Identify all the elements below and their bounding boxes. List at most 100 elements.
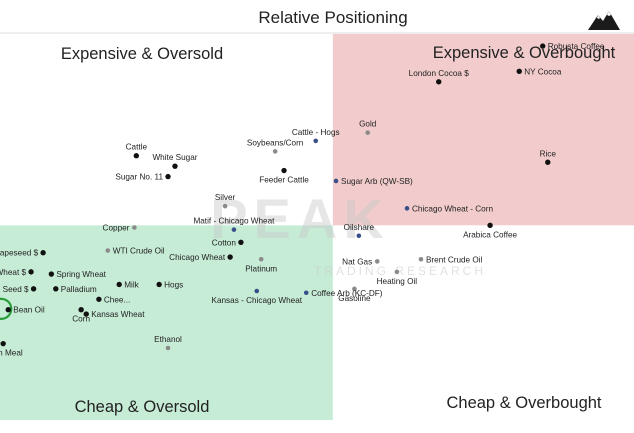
point-label-chicago-wheat: Chicago Wheat: [169, 253, 226, 262]
point-label-heating-oil: Heating Oil: [377, 277, 418, 286]
point-milk: Milk: [116, 280, 140, 289]
point-label-bean-meal: Bean Meal: [0, 349, 23, 358]
point-label-feeder-cattle: Feeder Cattle: [259, 176, 309, 185]
point-label-kansas-chicago-wheat: Kansas - Chicago Wheat: [211, 296, 302, 305]
point-marker-bean-oil: [5, 307, 11, 313]
point-spring-wheat: Spring Wheat: [48, 270, 107, 279]
point-marker-white-sugar: [172, 163, 178, 169]
point-marker-ethanol: [165, 345, 171, 351]
point-robusta-coffee: Robusta Coffee: [540, 42, 605, 51]
point-label-sugar-arb-qw-sb: Sugar Arb (QW-SB): [341, 177, 413, 186]
point-sugar-arb-qw-sb: Sugar Arb (QW-SB): [333, 177, 413, 186]
point-label-kansas-wheat: Kansas Wheat: [91, 310, 145, 319]
point-marker-chicago-wheat: [227, 254, 233, 260]
point-label-london-cocoa: London Cocoa $: [409, 69, 470, 78]
point-label-chee: Chee...: [104, 295, 130, 304]
point-matif-chicago-wheat: Matif - Chicago Wheat: [193, 217, 275, 232]
point-marker-soybeans-corn: [272, 149, 278, 154]
chart-title: Relative Positioning: [258, 8, 407, 27]
point-arabica-coffee: Arabica Coffee: [463, 222, 518, 239]
point-label-platinum: Platinum: [245, 264, 277, 273]
point-marker-sugar-arb-qw-sb: [333, 178, 339, 184]
point-label-copper: Copper: [103, 224, 130, 233]
quadrant-label-cheap-overbought: Cheap & Overbought: [446, 394, 601, 412]
quadrant-label-cheap-oversold: Cheap & Oversold: [75, 398, 210, 416]
point-label-seed: Seed $: [3, 285, 29, 294]
point-platinum: Platinum: [245, 256, 277, 273]
point-label-white-sugar: White Sugar: [152, 153, 197, 162]
point-gasoline: Gasoline: [338, 286, 371, 303]
point-marker-cotton: [238, 239, 244, 245]
point-kansas-wheat: Kansas Wheat: [83, 310, 145, 319]
point-rapeseed: Rapeseed $: [0, 249, 46, 258]
point-marker-feeder-cattle: [281, 167, 287, 174]
point-marker-wheat: [28, 269, 34, 275]
point-marker-platinum: [258, 256, 264, 262]
point-cattle: Cattle: [126, 143, 148, 159]
point-label-corn: Corn: [72, 315, 90, 324]
point-sugar-no-11: Sugar No. 11: [115, 173, 171, 182]
quadrant-label-expensive-overbought: Expensive & Overbought: [433, 44, 616, 62]
point-chee: Chee...: [96, 295, 130, 304]
point-label-hogs: Hogs: [164, 280, 183, 289]
point-nat-gas: Nat Gas: [342, 257, 380, 266]
watermark-logo-text: PEAK: [210, 187, 390, 250]
point-cotton: Cotton: [212, 238, 244, 247]
point-kansas-chicago-wheat: Kansas - Chicago Wheat: [211, 288, 303, 305]
point-marker-chicago-wheat-corn: [404, 206, 410, 211]
point-label-nat-gas: Nat Gas: [342, 257, 372, 266]
point-label-spring-wheat: Spring Wheat: [56, 270, 106, 279]
point-marker-rapeseed: [40, 250, 46, 256]
point-label-cattle: Cattle: [126, 143, 148, 152]
point-label-rapeseed: Rapeseed $: [0, 249, 39, 258]
point-copper: Copper: [103, 224, 137, 233]
point-label-milk: Milk: [124, 280, 139, 289]
point-marker-ny-cocoa: [516, 68, 522, 75]
point-label-gold: Gold: [359, 120, 377, 129]
point-gold: Gold: [359, 120, 377, 135]
point-ethanol: Ethanol: [154, 335, 182, 351]
point-brent-crude-oil: Brent Crude Oil: [418, 255, 483, 264]
point-marker-brent-crude-oil: [418, 256, 424, 262]
point-wheat: Wheat $: [0, 268, 34, 277]
point-rice: Rice: [540, 149, 557, 165]
point-label-robusta-coffee: Robusta Coffee: [548, 42, 605, 51]
point-ny-cocoa: NY Cocoa: [516, 67, 562, 76]
point-silver: Silver: [215, 193, 236, 209]
point-marker-gold: [365, 130, 371, 135]
point-soybeans-corn: Soybeans/Corn: [247, 138, 304, 154]
point-marker-palladium: [53, 286, 59, 292]
point-label-ethanol: Ethanol: [154, 335, 182, 344]
point-label-silver: Silver: [215, 193, 236, 202]
point-marker-milk: [116, 281, 122, 288]
point-cattle-hogs: Cattle - Hogs: [292, 128, 340, 144]
point-label-brent-crude-oil: Brent Crude Oil: [426, 255, 483, 264]
point-label-bean-oil: Bean Oil: [13, 306, 45, 315]
point-marker-heating-oil: [394, 269, 400, 275]
point-marker-rice: [545, 159, 551, 165]
point-label-gasoline: Gasoline: [338, 294, 371, 303]
point-marker-silver: [222, 203, 228, 209]
point-wti-crude-oil: WTI Crude Oil: [105, 247, 165, 256]
mountain-logo-icon: [588, 11, 620, 30]
quadrant-label-expensive-oversold: Expensive & Oversold: [61, 45, 223, 63]
point-chicago-wheat-corn: Chicago Wheat - Corn: [404, 204, 493, 213]
point-marker-kansas-chicago-wheat: [254, 288, 260, 294]
points-layer: Robusta Coffee NY Cocoa London Cocoa $ Gold…: [0, 42, 605, 358]
point-label-matif-chicago-wheat: Matif - Chicago Wheat: [193, 217, 275, 226]
point-palladium: Palladium: [53, 285, 97, 294]
point-marker-spring-wheat: [48, 271, 55, 277]
point-label-rice: Rice: [540, 149, 557, 158]
point-label-coffee-arb-kc-df: Coffee Arb (KC-DF): [311, 289, 383, 298]
point-marker-hogs: [156, 281, 162, 288]
point-marker-gasoline: [352, 286, 357, 292]
quadrant-cheap-oversold-fill: [0, 225, 333, 420]
point-marker-matif-chicago-wheat: [231, 227, 237, 232]
point-marker-london-cocoa: [436, 79, 442, 85]
point-marker-copper: [132, 225, 137, 230]
point-label-wti-crude-oil: WTI Crude Oil: [113, 247, 165, 256]
point-marker-oilshare: [356, 233, 362, 239]
point-marker-bean-meal: [0, 340, 6, 347]
